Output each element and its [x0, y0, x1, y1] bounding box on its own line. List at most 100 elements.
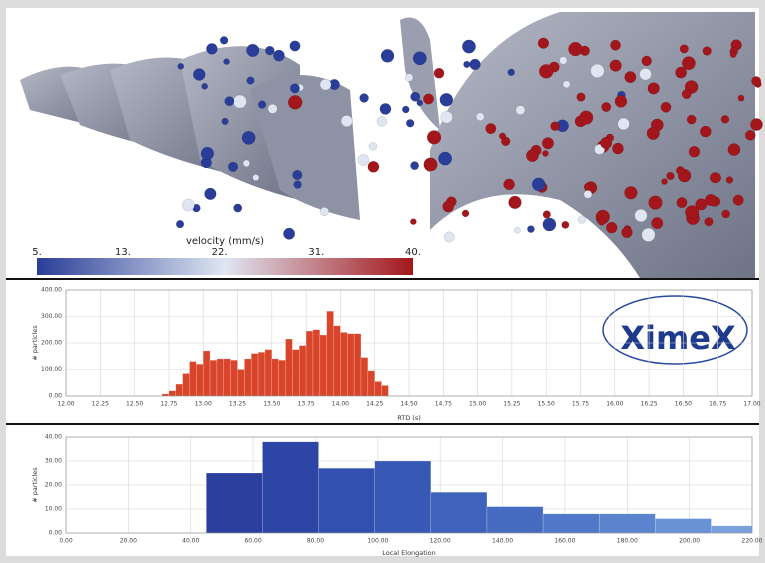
- particle: [485, 123, 497, 135]
- x-tick-label: 100.00: [367, 538, 388, 545]
- plot-frame: [65, 436, 753, 534]
- x-tick-label: 220.00: [742, 538, 763, 545]
- x-tick-label: 14.00: [332, 401, 349, 408]
- bar: [264, 349, 273, 397]
- particle: [380, 49, 395, 63]
- particle: [340, 115, 353, 128]
- particle: [233, 203, 243, 213]
- particle: [359, 93, 369, 103]
- particle: [531, 177, 546, 192]
- particle: [513, 226, 521, 234]
- particle: [526, 149, 539, 163]
- particle: [541, 137, 554, 150]
- bar: [196, 363, 204, 397]
- x-tick-label: 12.25: [92, 401, 109, 408]
- x-axis-title: RTD (s): [397, 414, 421, 422]
- particle: [614, 95, 628, 108]
- particle: [727, 143, 741, 156]
- particle: [651, 217, 664, 230]
- bar: [209, 359, 218, 397]
- particle: [576, 92, 586, 102]
- x-tick-label: 15.50: [538, 401, 555, 408]
- bar: [353, 333, 362, 397]
- y-tick-label: 0.00: [49, 393, 63, 400]
- particle: [583, 190, 593, 199]
- particle: [538, 64, 554, 79]
- particle: [283, 227, 296, 240]
- bar: [298, 345, 307, 397]
- x-tick-label: 60.00: [244, 538, 261, 545]
- y-tick-label: 0.00: [49, 530, 63, 537]
- particle: [416, 99, 424, 107]
- particle: [699, 125, 712, 138]
- particle: [639, 68, 652, 81]
- x-tick-label: 13.50: [263, 401, 280, 408]
- particle: [181, 198, 195, 212]
- particle: [515, 105, 526, 115]
- particle: [661, 178, 668, 185]
- bar: [430, 491, 488, 534]
- x-tick-label: 0.00: [59, 538, 73, 545]
- y-axis-title: # particles: [31, 467, 39, 503]
- particle: [605, 221, 618, 234]
- particle: [648, 195, 663, 210]
- particle: [675, 66, 688, 79]
- bar: [374, 381, 382, 397]
- particle: [621, 226, 633, 239]
- particle: [568, 41, 583, 57]
- particle: [469, 58, 481, 71]
- particle: [725, 176, 734, 184]
- particle: [379, 103, 392, 115]
- particle: [688, 146, 701, 158]
- x-tick-label: 40.00: [182, 538, 199, 545]
- particle: [265, 45, 275, 56]
- particle: [440, 110, 453, 124]
- x-tick-label: 12.00: [57, 401, 74, 408]
- colorbar-tick-label: 13.: [115, 247, 131, 258]
- particle: [267, 103, 278, 114]
- particle: [200, 146, 215, 161]
- particle: [681, 89, 692, 100]
- particle: [287, 95, 303, 110]
- particle: [423, 93, 434, 105]
- particle: [624, 71, 637, 84]
- particle: [610, 39, 621, 51]
- colorbar-tick-label: 40.: [405, 247, 421, 258]
- particle: [463, 60, 471, 68]
- colorbar-title: velocity (mm/s): [186, 236, 264, 247]
- particle: [404, 73, 414, 82]
- bar: [237, 369, 245, 397]
- y-tick-label: 300.00: [41, 313, 62, 320]
- particle: [542, 210, 551, 219]
- x-tick-label: 12.75: [160, 401, 177, 408]
- particle: [438, 151, 453, 166]
- bar: [486, 506, 544, 534]
- particle: [562, 80, 571, 89]
- particle: [617, 117, 630, 131]
- bar: [189, 361, 197, 397]
- particle: [406, 119, 415, 128]
- bar: [340, 332, 348, 397]
- bar: [318, 467, 375, 534]
- x-tick-label: 13.25: [229, 401, 246, 408]
- bar: [278, 359, 286, 397]
- particle: [641, 227, 656, 242]
- particle: [442, 200, 455, 213]
- simulation-render: [20, 12, 763, 278]
- y-tick-label: 40.00: [45, 434, 62, 441]
- particle: [368, 142, 378, 151]
- particle: [293, 180, 302, 189]
- bar: [542, 513, 600, 534]
- particle: [206, 43, 218, 55]
- screw-flight: [430, 12, 755, 278]
- particle: [319, 206, 330, 217]
- particle: [410, 218, 417, 225]
- bar: [333, 325, 341, 397]
- particle: [246, 76, 255, 85]
- particle: [750, 118, 763, 131]
- particle: [462, 39, 476, 54]
- bar: [230, 359, 238, 397]
- particle: [289, 40, 301, 52]
- particle: [242, 159, 251, 167]
- screw-flight: [250, 75, 360, 220]
